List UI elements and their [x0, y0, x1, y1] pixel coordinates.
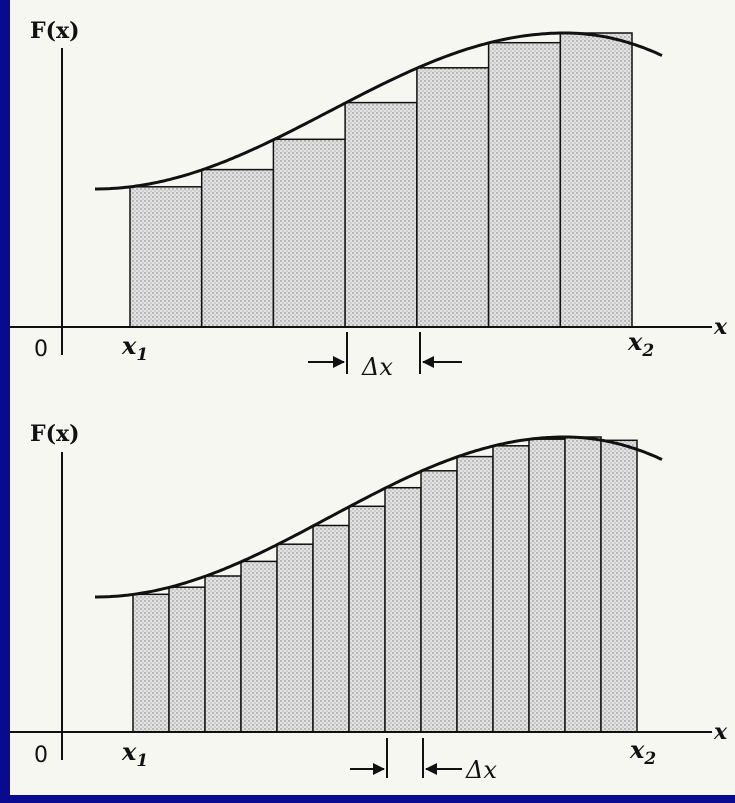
rectangle-group-top [129, 32, 633, 328]
rectangle [492, 445, 530, 733]
rectangle [204, 575, 242, 733]
rectangle [312, 524, 350, 733]
origin-label-bottom: 0 [34, 743, 48, 768]
delta-arrowhead-right-top [422, 356, 434, 368]
x2-subscript-bottom: 2 [643, 749, 656, 769]
x-axis-label-bottom: x [713, 719, 728, 745]
delta-arrowhead-left-bottom [373, 763, 385, 775]
rectangle [168, 586, 206, 733]
delta-x-label-bottom: Δx [465, 756, 497, 784]
x2-label-bottom: x2 [629, 735, 656, 769]
delta-arrowhead-right-bottom [425, 763, 437, 775]
origin-label-top: 0 [34, 337, 48, 362]
delta-x-label-top: Δx [361, 353, 393, 381]
x2-symbol-bottom: x [629, 735, 645, 764]
x2-symbol-top: x [627, 327, 643, 356]
rectangle-group-bottom [132, 436, 638, 733]
diagram-panel-bottom: F(x) x 0 x1 x2 Δx [10, 421, 728, 784]
x1-subscript-top: 1 [136, 345, 148, 365]
x-axis-label-top: x [713, 314, 728, 340]
x1-symbol-top: x [121, 331, 137, 360]
x2-label-top: x2 [627, 327, 654, 361]
rectangle [559, 32, 633, 328]
y-axis-label-top: F(x) [30, 18, 80, 44]
rectangle [240, 560, 278, 733]
rectangle [276, 543, 314, 733]
rectangle [272, 138, 346, 328]
rectangle [348, 505, 386, 733]
rectangle [528, 438, 566, 733]
rectangle [420, 470, 458, 733]
x1-label-top: x1 [121, 331, 148, 365]
y-axis-label-bottom: F(x) [30, 421, 80, 447]
function-curve-bottom [95, 435, 663, 599]
delta-arrowhead-left-top [333, 356, 345, 368]
rectangle [344, 101, 418, 328]
function-curve-top [95, 31, 663, 191]
rectangle [200, 168, 275, 328]
diagram-panel-top: F(x) x 0 x1 x2 Δx [10, 18, 728, 381]
rectangle [132, 593, 170, 733]
rectangle [129, 186, 203, 328]
x1-symbol-bottom: x [121, 737, 137, 766]
rectangle [487, 41, 562, 328]
rectangle [416, 67, 490, 328]
rectangle [600, 439, 638, 733]
rectangle [456, 455, 494, 733]
x1-subscript-bottom: 1 [136, 751, 148, 771]
x2-subscript-top: 2 [641, 341, 654, 361]
rectangle [564, 436, 602, 733]
rectangle [384, 486, 422, 733]
x1-label-bottom: x1 [121, 737, 148, 771]
